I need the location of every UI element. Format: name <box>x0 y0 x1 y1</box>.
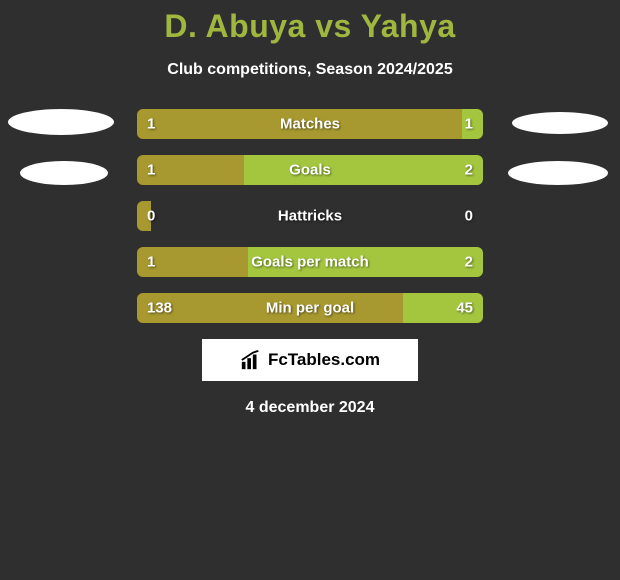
logo-text: FcTables.com <box>268 350 380 370</box>
stats-list: 1 1 Matches 1 2 Goals 0 0 Hattricks 1 2 Goals per m… <box>137 109 483 323</box>
avatar-placeholder <box>512 112 608 134</box>
avatar-placeholder <box>8 109 114 135</box>
stat-value-right: 2 <box>465 162 473 179</box>
avatar-placeholder <box>508 161 608 185</box>
stat-value-left: 1 <box>147 162 155 179</box>
logo-box[interactable]: FcTables.com <box>202 339 418 381</box>
bar-right <box>244 155 483 185</box>
chart-area: 1 1 Matches 1 2 Goals 0 0 Hattricks 1 2 Goals per m… <box>0 109 620 323</box>
stat-label: Matches <box>280 116 340 133</box>
avatar-placeholder <box>20 161 108 185</box>
date-label: 4 december 2024 <box>0 399 620 417</box>
main-container: D. Abuya vs Yahya Club competitions, Sea… <box>0 0 620 417</box>
stat-row: 0 0 Hattricks <box>137 201 483 231</box>
stat-value-right: 0 <box>465 208 473 225</box>
stat-value-right: 1 <box>465 116 473 133</box>
page-subtitle: Club competitions, Season 2024/2025 <box>0 61 620 79</box>
stat-value-left: 138 <box>147 300 172 317</box>
stat-value-left: 1 <box>147 116 155 133</box>
stat-label: Goals <box>289 162 331 179</box>
stat-value-left: 0 <box>147 208 155 225</box>
stat-value-right: 2 <box>465 254 473 271</box>
stat-label: Min per goal <box>266 300 354 317</box>
stat-label: Goals per match <box>251 254 369 271</box>
stat-row: 138 45 Min per goal <box>137 293 483 323</box>
stat-row: 1 1 Matches <box>137 109 483 139</box>
stat-value-left: 1 <box>147 254 155 271</box>
stat-label: Hattricks <box>278 208 342 225</box>
stat-row: 1 2 Goals per match <box>137 247 483 277</box>
page-title: D. Abuya vs Yahya <box>0 8 620 45</box>
chart-icon <box>240 349 262 371</box>
stat-value-right: 45 <box>456 300 473 317</box>
stat-row: 1 2 Goals <box>137 155 483 185</box>
